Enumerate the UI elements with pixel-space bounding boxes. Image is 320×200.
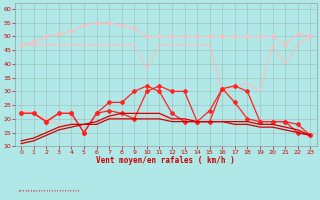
X-axis label: Vent moyen/en rafales ( km/h ): Vent moyen/en rafales ( km/h ) — [96, 156, 235, 165]
Text: ↗↑↑↑↖↑↖↖↑↑↑↑↑↑↑↑↑↑↑↑↑↑↑↑: ↗↑↑↑↖↑↖↖↑↑↑↑↑↑↑↑↑↑↑↑↑↑↑↑ — [18, 189, 81, 193]
